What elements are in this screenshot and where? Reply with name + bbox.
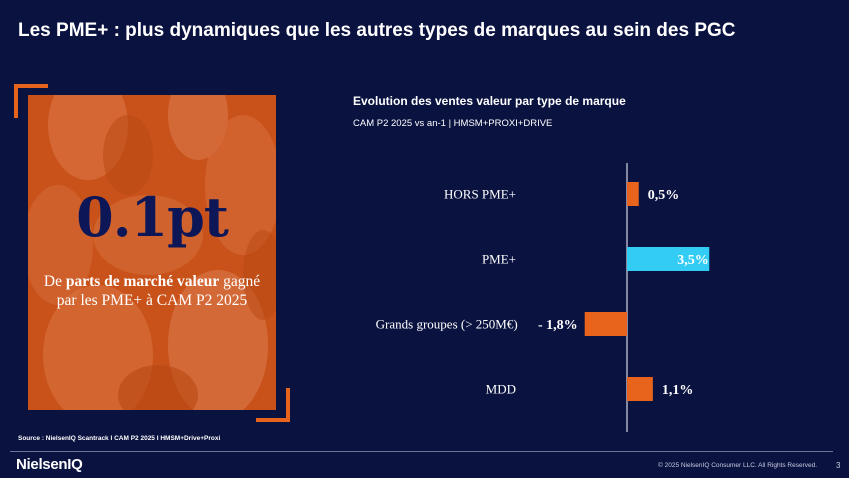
page-number: 3 [836,461,841,470]
chart-title: Evolution des ventes valeur par type de … [353,94,626,108]
category-label-0: HORS PME+ [444,187,516,202]
highlight-card: 0.1pt De parts de marché valeur gagné pa… [28,95,276,410]
card-description: De parts de marché valeur gagné par les … [43,273,261,309]
category-label-3: MDD [486,382,516,397]
card-bold-text: parts de marché valeur [65,273,220,290]
corner-bracket-top-left-v [14,84,18,118]
footer-divider [10,451,833,452]
bar-0 [627,182,639,206]
corner-bracket-bottom-right-h [256,418,290,422]
corner-bracket-top-left-h [14,84,48,88]
value-label-0: 0,5% [648,188,680,203]
value-label-2: - 1,8% [538,318,578,333]
category-label-2: Grands groupes (> 250M€) [376,317,518,332]
slide-title: Les PME+ : plus dynamiques que les autre… [18,20,736,41]
value-label-1: 3,5% [677,253,709,268]
category-label-1: PME+ [482,252,516,267]
big-number: 0.1pt [76,185,229,249]
nielseniq-logo: NielsenIQ [16,456,83,473]
bar-2 [584,312,627,336]
copyright: © 2025 NielsenIQ Consumer LLC. All Right… [658,462,818,469]
chart-subtitle: CAM P2 2025 vs an-1 | HMSM+PROXI+DRIVE [353,118,553,129]
source-note: Source : NielsenIQ Scantrack I CAM P2 20… [18,435,221,442]
card-background-illustration [28,95,276,410]
value-label-3: 1,1% [662,383,694,398]
bar-1 [627,247,710,271]
bar-chart: HORS PME+ 0,5% PME+ 3,5% Grands groupes (> 2… [376,163,710,432]
bar-3 [627,377,653,401]
corner-bracket-bottom-right-v [286,388,290,422]
